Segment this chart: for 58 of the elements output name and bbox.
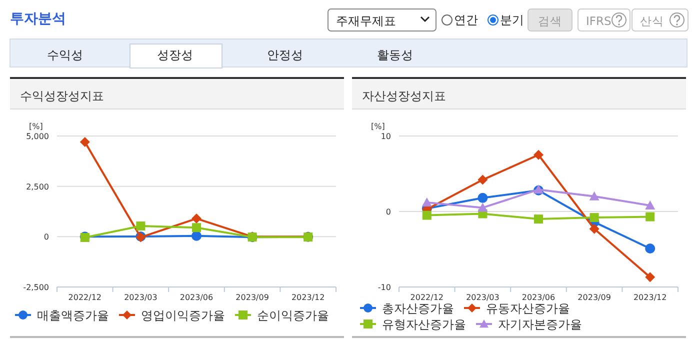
point xyxy=(192,223,201,232)
point xyxy=(589,224,600,234)
point xyxy=(478,174,488,185)
point xyxy=(589,191,600,200)
point xyxy=(136,221,146,230)
x-tick-label: 2023/12 xyxy=(291,293,325,302)
x-tick-label: 2022/12 xyxy=(410,293,444,302)
y-tick-label: -2,500 xyxy=(23,283,49,292)
point xyxy=(80,137,90,148)
legend-label: 순이익증가율 xyxy=(257,308,329,322)
point xyxy=(646,212,655,222)
text: 분기 xyxy=(500,13,524,27)
y-tick-label: -10 xyxy=(378,283,391,292)
legend-label: 매출액증가율 xyxy=(37,308,109,322)
legend-label: 유형자산증가율 xyxy=(382,318,466,332)
point xyxy=(192,214,202,224)
text: 산식 xyxy=(640,14,664,28)
point xyxy=(422,197,432,206)
chart-title: 수익성장성지표 xyxy=(20,89,104,103)
text: 투자분석 xyxy=(10,11,66,27)
y-tick-label: 2,500 xyxy=(26,182,49,192)
point xyxy=(534,150,544,160)
text: 검색 xyxy=(538,14,562,28)
text: IFRS xyxy=(586,14,612,28)
point xyxy=(422,210,432,220)
y-tick-label: 0 xyxy=(386,208,391,216)
point xyxy=(645,243,656,254)
point xyxy=(478,202,488,212)
x-tick-label: 2023/09 xyxy=(236,293,269,302)
point xyxy=(192,230,202,241)
legend-label: 유동자산증가율 xyxy=(486,302,570,316)
point xyxy=(478,192,488,203)
text: 수익성 xyxy=(47,48,83,62)
x-tick-label: 2023/06 xyxy=(180,293,214,302)
y-tick-label: 0 xyxy=(44,232,49,242)
y-axis-title: [%] xyxy=(29,122,43,131)
point xyxy=(645,272,656,282)
y-axis-title: [%] xyxy=(371,122,385,131)
text: 주재무제표 xyxy=(336,14,396,28)
legend-label: 총자산증가율 xyxy=(382,302,454,316)
x-tick-label: 2023/09 xyxy=(578,293,611,302)
y-tick-label: 10 xyxy=(380,132,391,141)
x-tick-label: 2023/03 xyxy=(124,293,158,302)
text: 활동성 xyxy=(377,48,413,62)
point xyxy=(590,213,599,222)
x-tick-label: 2023/12 xyxy=(633,293,667,302)
text: 연간 xyxy=(454,13,478,27)
text: 성장성 xyxy=(157,48,193,62)
y-tick-label: 5,000 xyxy=(26,132,49,141)
text: 안정성 xyxy=(267,48,303,62)
legend-label: 영업이익증가율 xyxy=(141,308,225,322)
x-tick-label: 2023/06 xyxy=(522,293,556,302)
point xyxy=(645,200,656,210)
point xyxy=(534,214,543,224)
chart-title: 자산성장성지표 xyxy=(362,89,446,103)
x-tick-label: 2022/12 xyxy=(68,293,102,302)
legend-label: 자기자본증가율 xyxy=(498,318,582,332)
x-tick-label: 2023/03 xyxy=(466,293,500,302)
